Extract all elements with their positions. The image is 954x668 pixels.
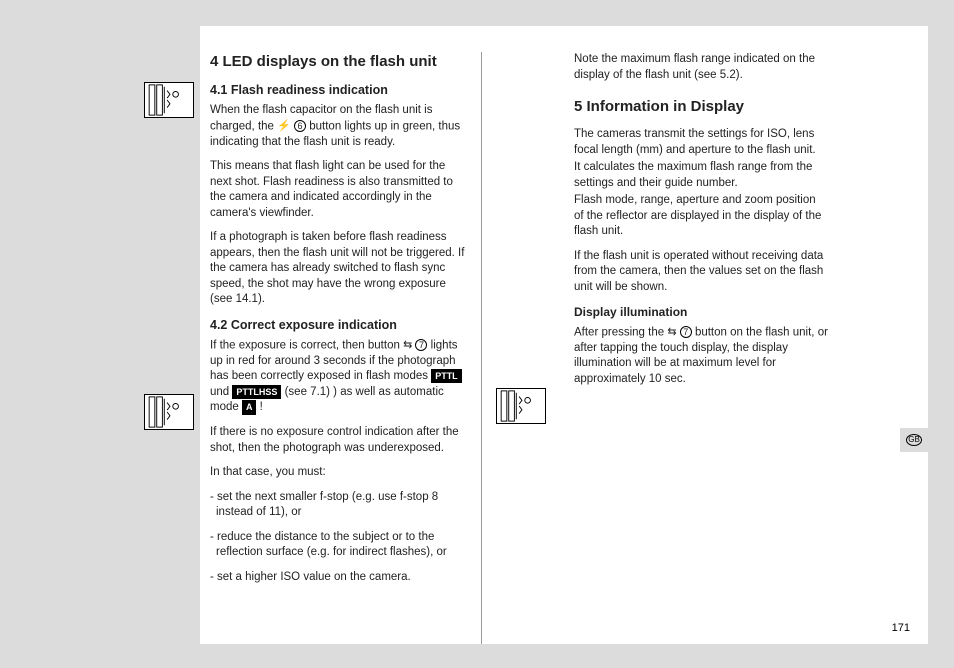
gb-label: GB: [906, 434, 922, 446]
column-right: Note the maximum flash range indicated o…: [560, 52, 842, 644]
text: After pressing the: [574, 326, 667, 338]
diagram-icon-2: [144, 394, 194, 430]
mid-icon-strip: [482, 52, 560, 644]
para-4-2-3: In that case, you must:: [210, 465, 467, 481]
para-note: Note the maximum flash range indicated o…: [574, 52, 828, 83]
para-5-2: It calculates the maximum flash range fr…: [574, 160, 828, 191]
list-item-1: - set the next smaller f-stop (e.g. use …: [210, 490, 467, 521]
diagram-icon-1: [144, 82, 194, 118]
para-4-1-1: When the flash capacitor on the flash un…: [210, 103, 467, 150]
list-item-3: - set a higher ISO value on the camera.: [210, 570, 467, 586]
ref-7: 7: [415, 339, 427, 351]
section-5-title: 5 Information in Display: [574, 97, 828, 117]
left-margin: [56, 26, 200, 644]
para-5-3: Flash mode, range, aperture and zoom pos…: [574, 193, 828, 240]
badge-a: A: [242, 400, 257, 414]
para-4-1-3: If a photograph is taken before flash re…: [210, 230, 467, 308]
display-illum-title: Display illumination: [574, 304, 828, 320]
language-badge: GB: [900, 428, 928, 452]
list-item-2: - reduce the distance to the subject or …: [210, 530, 467, 561]
badge-pttlhss: PTTLHSS: [232, 385, 281, 399]
badge-pttl: PTTL: [431, 369, 462, 383]
section-4-2-title: 4.2 Correct exposure indication: [210, 317, 467, 334]
bolt-icon: ⚡: [277, 119, 291, 134]
text: !: [256, 401, 262, 413]
arrows-icon: ⇆: [403, 338, 412, 353]
para-illum: After pressing the ⇆ 7 button on the fla…: [574, 325, 828, 388]
ref-7b: 7: [680, 326, 692, 338]
para-4-2-1: If the exposure is correct, then button …: [210, 338, 467, 416]
section-4-title: 4 LED displays on the flash unit: [210, 52, 467, 72]
para-5-4: If the flash unit is operated without re…: [574, 249, 828, 296]
para-5-1: The cameras transmit the settings for IS…: [574, 127, 828, 158]
diagram-icon-3: [496, 388, 546, 424]
para-4-1-2: This means that flash light can be used …: [210, 159, 467, 221]
page-number: 171: [892, 622, 910, 634]
text: und: [210, 386, 232, 398]
manual-page: 4 LED displays on the flash unit 4.1 Fla…: [56, 26, 928, 644]
content-area: 4 LED displays on the flash unit 4.1 Fla…: [200, 26, 928, 644]
arrows-icon: ⇆: [667, 325, 676, 340]
para-4-2-2: If there is no exposure control indicati…: [210, 425, 467, 456]
ref-6: 6: [294, 120, 306, 132]
section-4-1-title: 4.1 Flash readiness indication: [210, 82, 467, 99]
text: If the exposure is correct, then button: [210, 339, 403, 351]
column-left: 4 LED displays on the flash unit 4.1 Fla…: [200, 52, 482, 644]
